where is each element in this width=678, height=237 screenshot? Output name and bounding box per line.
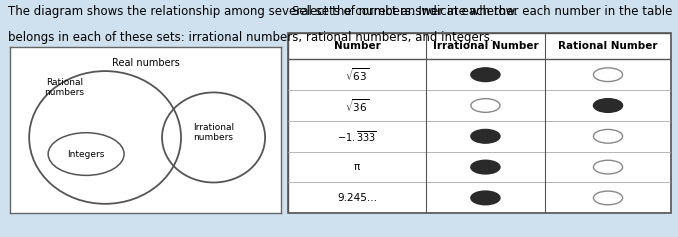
Circle shape [471, 129, 500, 143]
Circle shape [593, 99, 622, 112]
Circle shape [593, 191, 622, 205]
Circle shape [471, 99, 500, 112]
Text: $-1.\overline{333}$: $-1.\overline{333}$ [337, 129, 377, 144]
Circle shape [471, 68, 500, 82]
Text: The diagram shows the relationship among several sets of numbers. Indicate wheth: The diagram shows the relationship among… [8, 5, 673, 18]
Text: Integers: Integers [67, 150, 105, 159]
Circle shape [471, 191, 500, 205]
Text: Real numbers: Real numbers [112, 58, 180, 68]
Circle shape [593, 68, 622, 82]
Text: $\sqrt{36}$: $\sqrt{36}$ [345, 97, 370, 114]
Circle shape [593, 129, 622, 143]
Text: Irrational Number: Irrational Number [433, 41, 538, 51]
Text: Rational Number: Rational Number [558, 41, 658, 51]
Text: $\sqrt{63}$: $\sqrt{63}$ [345, 66, 370, 83]
Text: Number: Number [334, 41, 380, 51]
Text: belongs in each of these sets: irrational numbers, rational numbers, and integer: belongs in each of these sets: irrationa… [8, 31, 494, 44]
Text: Irrational
numbers: Irrational numbers [193, 123, 234, 142]
Text: 9.245...: 9.245... [337, 193, 377, 203]
Text: Rational
numbers: Rational numbers [45, 78, 84, 97]
Text: Select the correct answer in each row.: Select the correct answer in each row. [292, 5, 517, 18]
Circle shape [471, 160, 500, 174]
Text: π: π [354, 162, 360, 172]
Circle shape [593, 160, 622, 174]
